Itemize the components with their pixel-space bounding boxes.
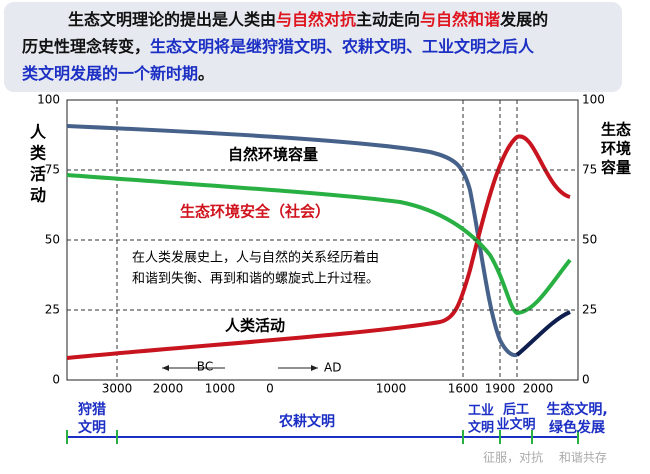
era-ticks	[66, 430, 579, 444]
y-axis-label: 人	[30, 123, 47, 142]
y2-axis-label: 容量	[600, 159, 631, 177]
header-line: 历史性理念转变，生态文明将是继狩猎文明、农耕文明、工业文明之后人	[22, 37, 535, 56]
y-tick-label: 50	[45, 233, 60, 247]
header-segment: 主动走向	[356, 10, 420, 29]
y2-tick-label: 100	[582, 93, 605, 107]
x-tick-label: 1900	[485, 382, 516, 396]
note: 在人类发展史上，人与自然的关系经历着由	[132, 250, 379, 266]
y-axis-label: 活	[30, 165, 46, 184]
x-tick-label: 1000	[205, 382, 236, 396]
footer: 征服，对抗 和谐共存	[483, 450, 607, 465]
era-label: 生态文明,	[546, 401, 607, 418]
x-tick-label: 1000	[376, 382, 407, 396]
y2-axis-label: 环境	[601, 140, 631, 158]
x-tick-label: 2000	[523, 382, 554, 396]
y-tick-label: 25	[45, 303, 60, 317]
y2-axis-label: 生态	[601, 121, 631, 139]
x-tick-label: 3000	[102, 382, 133, 396]
y-tick-label: 100	[37, 93, 60, 107]
y2-tick-label: 0	[582, 373, 590, 387]
header-line: 类文明发展的一个新时期。	[22, 64, 214, 83]
y2-tick-label: 25	[582, 303, 597, 317]
header-segment: 类文明发展的一个新时期	[22, 64, 198, 83]
era-label: 业文明	[496, 417, 535, 433]
x-tick-label: 2000	[153, 382, 184, 396]
ad-label: AD	[324, 361, 341, 375]
y-axis-label: 类	[30, 144, 47, 163]
header-segment: 生态文明理论的提出是人类由	[68, 10, 276, 29]
header-segment: 。	[198, 64, 214, 83]
nature-recovery-curve	[515, 310, 571, 357]
y-axis-label: 动	[30, 186, 46, 205]
era-label: 文明	[468, 420, 494, 436]
era-label: 农耕文明	[278, 413, 335, 430]
curve-label: 生态环境安全（社会）	[180, 203, 330, 221]
x-tick-label: 1600	[448, 382, 479, 396]
y2-tick-label: 50	[582, 233, 597, 247]
header-segment: 生态文明将是继狩猎文明、农耕文明、工业文明之后人	[150, 37, 535, 56]
bc-label: BC	[197, 360, 213, 374]
curve-label: 自然环境容量	[228, 146, 318, 164]
era-label: 工业	[468, 403, 494, 419]
header-segment: 与自然对抗	[276, 10, 356, 29]
era-label: 绿色发展	[549, 419, 605, 436]
safety-curve	[66, 173, 572, 316]
y-tick-label: 0	[52, 373, 60, 387]
x-tick-label: 0	[266, 382, 274, 396]
header-segment: 与自然和谐	[420, 10, 500, 29]
y2-tick-label: 75	[582, 163, 597, 177]
era-label: 狩猎	[78, 401, 106, 418]
header-segment: 发展的	[499, 10, 548, 29]
bc-arrowhead	[162, 365, 169, 371]
ad-arrowhead	[311, 365, 318, 371]
era-label: 文明	[78, 419, 106, 436]
human-curve	[66, 134, 571, 360]
header-box	[4, 2, 622, 92]
nature-curve	[66, 124, 518, 358]
header-line: 生态文明理论的提出是人类由与自然对抗主动走向与自然和谐发展的	[68, 10, 548, 29]
curve-label: 人类活动	[225, 317, 285, 335]
y-tick-label: 75	[45, 163, 60, 177]
header-segment: 历史性理念转变，	[22, 37, 150, 56]
era-label: 后工	[503, 402, 529, 418]
note: 和谐到失衡、再到和谐的螺旋式上升过程。	[132, 271, 379, 287]
